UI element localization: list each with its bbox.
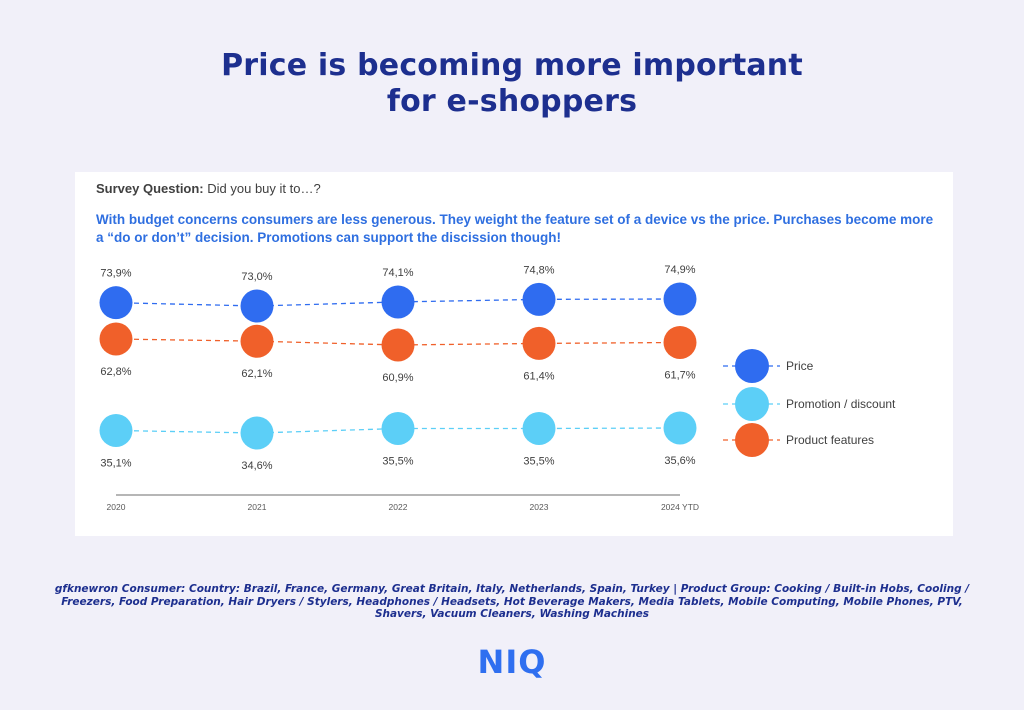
data-label: 35,5% — [523, 456, 554, 468]
data-point — [522, 326, 556, 360]
data-label: 35,5% — [382, 456, 413, 468]
data-label: 74,9% — [664, 264, 695, 276]
chart-card: Survey Question: Did you buy it to…? Wit… — [75, 172, 953, 536]
page-title: Price is becoming more important for e-s… — [0, 48, 1024, 120]
page-title-line-2: for e-shoppers — [386, 84, 638, 119]
data-point — [240, 324, 274, 358]
x-tick-label: 2024 YTD — [661, 502, 699, 512]
source-footnote: gfknewron Consumer: Country: Brazil, Fra… — [54, 583, 970, 620]
data-label: 62,8% — [100, 366, 131, 378]
niq-logo: NIQ — [477, 643, 547, 681]
data-point — [381, 328, 415, 362]
survey-question: Survey Question: Did you buy it to…? — [96, 181, 321, 196]
data-point — [522, 282, 556, 316]
data-label: 61,7% — [664, 369, 695, 381]
legend-swatch-marker — [735, 423, 769, 457]
legend-label: Product features — [786, 433, 874, 447]
data-label: 74,8% — [523, 264, 554, 276]
data-point — [522, 412, 556, 445]
data-label: 73,9% — [100, 268, 131, 280]
survey-question-label: Survey Question: — [96, 181, 204, 196]
page-title-line-1: Price is becoming more important — [221, 48, 803, 83]
data-point — [240, 289, 274, 323]
data-label: 73,0% — [241, 271, 272, 283]
data-point — [240, 416, 274, 450]
x-tick-label: 2022 — [389, 502, 408, 512]
data-label: 34,6% — [241, 460, 272, 472]
data-point — [663, 411, 697, 445]
data-label: 35,6% — [664, 455, 695, 467]
x-tick-label: 2020 — [107, 502, 126, 512]
data-label: 35,1% — [100, 458, 131, 470]
data-label: 62,1% — [241, 368, 272, 380]
data-label: 61,4% — [523, 370, 554, 382]
legend-label: Promotion / discount — [786, 397, 896, 411]
insight-text: With budget concerns consumers are less … — [96, 212, 934, 245]
data-point — [99, 286, 133, 320]
x-tick-label: 2021 — [248, 502, 267, 512]
x-tick-label: 2023 — [530, 502, 549, 512]
data-point — [381, 412, 415, 445]
data-point — [99, 322, 133, 356]
data-point — [663, 325, 697, 359]
legend-label: Price — [786, 359, 814, 373]
data-point — [381, 285, 415, 319]
data-point — [663, 282, 697, 316]
survey-question-text: Did you buy it to…? — [207, 181, 321, 196]
legend-swatch-marker — [735, 349, 769, 383]
data-point — [99, 414, 133, 447]
data-label: 74,1% — [382, 267, 413, 279]
data-label: 60,9% — [382, 372, 413, 384]
legend-swatch-marker — [735, 387, 769, 421]
line-chart: 2020 2021 2022 2023 2024 YTD 73,9% 73,0% 74,1% 7… — [99, 264, 896, 512]
